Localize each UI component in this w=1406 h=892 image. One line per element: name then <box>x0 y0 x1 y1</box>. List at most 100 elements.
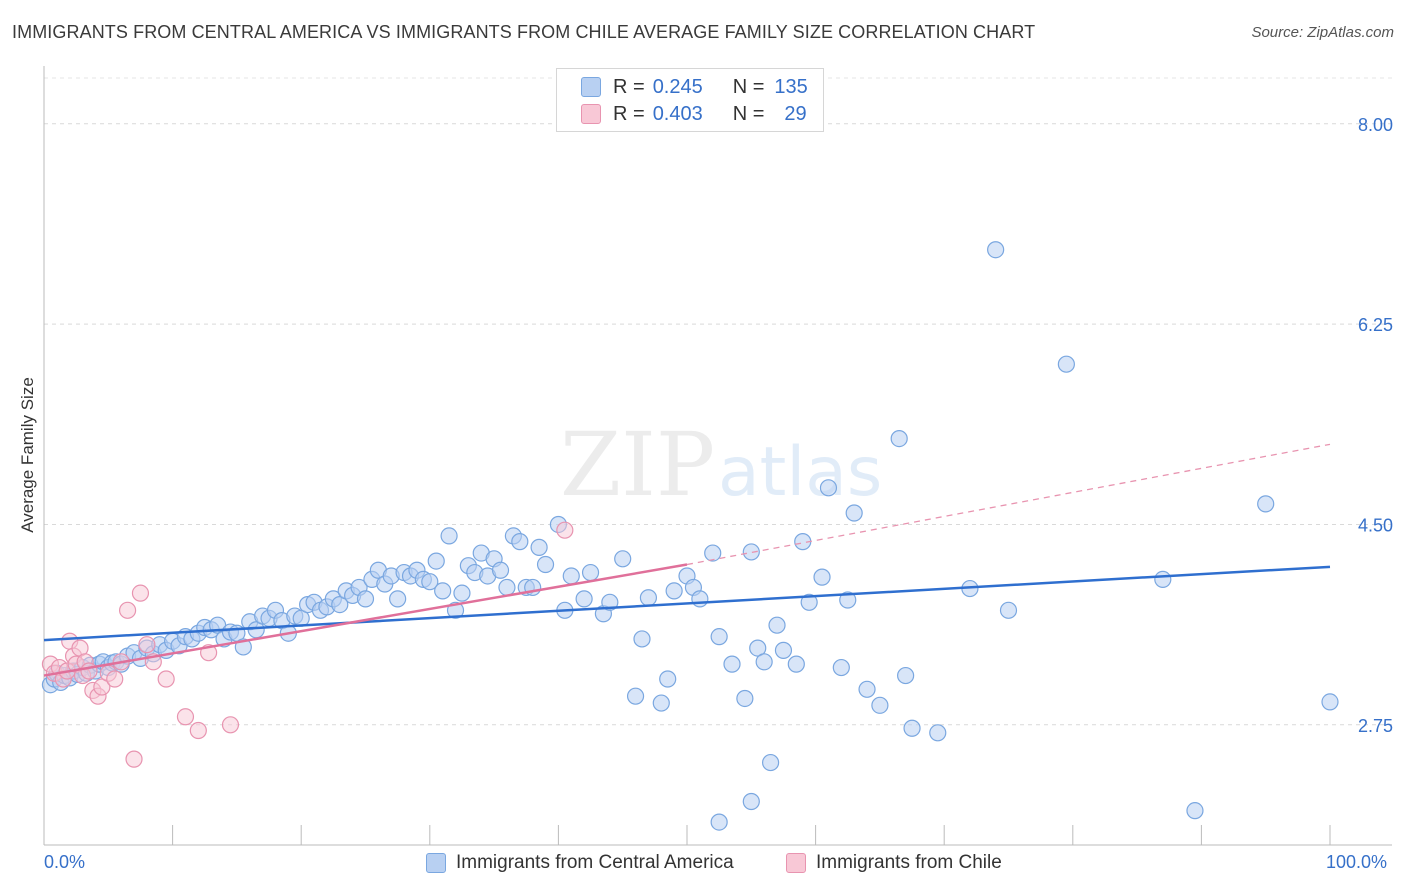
point-chile <box>176 708 195 726</box>
legend-label-central-america: Immigrants from Central America <box>456 852 734 873</box>
point-central-america <box>639 589 658 607</box>
point-central-america <box>1321 693 1339 711</box>
point-central-america <box>761 753 780 772</box>
point-central-america <box>601 593 619 611</box>
y-tick-label: 2.75 <box>1358 716 1393 736</box>
legend-n-value: 29 <box>784 102 807 125</box>
legend-swatch-blue <box>581 77 601 97</box>
legend-swatch-central-america <box>426 853 446 873</box>
point-central-america <box>659 670 677 688</box>
source-label: Source: ZipAtlas.com <box>1251 24 1394 41</box>
point-central-america <box>832 658 850 677</box>
trend-line-central-america <box>43 565 1331 642</box>
chart-title: IMMIGRANTS FROM CENTRAL AMERICA VS IMMIG… <box>12 22 1036 42</box>
point-central-america <box>903 719 921 737</box>
point-central-america <box>768 616 786 634</box>
y-tick-label: 4.50 <box>1358 515 1393 535</box>
point-central-america <box>1257 495 1275 513</box>
point-central-america <box>858 680 876 698</box>
point-central-america <box>736 689 754 708</box>
point-central-america <box>626 687 645 705</box>
point-central-america <box>710 628 728 646</box>
y-tick-labels: 2.75 4.50 6.25 8.00 <box>1358 115 1393 736</box>
point-chile <box>138 636 156 654</box>
point-central-america <box>742 792 760 811</box>
legend-item-chile: Immigrants from Chile <box>786 852 1002 874</box>
point-central-america <box>871 696 889 714</box>
watermark-atlas: atlas <box>718 433 882 512</box>
point-chile <box>106 670 124 688</box>
point-chile <box>556 521 574 539</box>
point-chile <box>80 662 98 680</box>
series-legend: Immigrants from Central America Immigran… <box>0 852 1406 878</box>
point-chile <box>93 678 111 696</box>
point-central-america <box>614 550 632 568</box>
point-central-america <box>1186 802 1204 820</box>
point-central-america <box>498 578 516 597</box>
legend-r-value: 0.245 <box>652 75 703 98</box>
point-central-america <box>652 694 670 712</box>
x-tick-label-min: 0.0% <box>44 852 86 872</box>
point-central-america <box>999 601 1018 619</box>
point-chile <box>221 716 240 734</box>
legend-swatch-chile <box>786 853 806 873</box>
point-chile <box>118 601 137 619</box>
y-tick-label: 8.00 <box>1358 115 1393 135</box>
point-chile <box>157 670 175 688</box>
point-central-america <box>755 653 773 671</box>
legend-row-central-america: R = 0.245 N = 135 <box>581 74 808 100</box>
point-central-america <box>440 527 458 545</box>
legend-label-chile: Immigrants from Chile <box>816 852 1002 873</box>
point-central-america <box>800 593 818 611</box>
point-central-america <box>356 590 375 608</box>
legend-n-label: N = <box>732 75 765 98</box>
point-central-america <box>749 639 767 657</box>
y-tick-label: 6.25 <box>1358 315 1393 335</box>
point-central-america <box>929 724 947 742</box>
point-central-america <box>742 543 760 561</box>
point-central-america <box>1154 570 1172 589</box>
legend-r-label: R = <box>613 102 645 125</box>
point-central-america <box>839 591 857 609</box>
legend-item-central-america: Immigrants from Central America <box>426 852 734 874</box>
point-central-america <box>723 655 741 673</box>
point-central-america <box>897 666 915 685</box>
point-central-america <box>890 430 908 448</box>
point-central-america <box>819 479 838 497</box>
point-central-america <box>665 582 683 600</box>
legend-n-label: N = <box>732 102 765 125</box>
trend-line-chile <box>43 563 688 677</box>
point-central-america <box>536 555 555 574</box>
point-central-america <box>987 241 1005 259</box>
point-central-america <box>427 552 445 570</box>
trend-lines <box>43 443 1331 677</box>
legend-r-value: 0.403 <box>652 102 703 125</box>
point-central-america <box>581 563 600 582</box>
point-central-america <box>704 544 722 562</box>
point-central-america <box>774 641 793 659</box>
point-central-america <box>434 582 452 600</box>
point-central-america <box>562 567 580 585</box>
point-central-america <box>453 584 471 602</box>
legend-r-label: R = <box>613 75 645 98</box>
point-central-america <box>787 655 805 673</box>
point-chile <box>131 584 150 602</box>
point-central-america <box>530 538 548 556</box>
point-central-america <box>1057 355 1075 373</box>
point-central-america <box>845 504 863 522</box>
data-points <box>41 241 1339 831</box>
point-central-america <box>691 590 709 608</box>
legend-row-chile: R = 0.403 N = 29 <box>581 101 807 127</box>
legend-swatch-pink <box>581 104 601 124</box>
point-central-america <box>575 590 593 608</box>
point-central-america <box>389 590 407 608</box>
point-central-america <box>491 561 510 579</box>
watermark-zip: ZIP <box>560 413 715 516</box>
correlation-legend: R = 0.245 N = 135 R = 0.403 N = 29 <box>556 68 824 132</box>
point-chile <box>125 750 143 768</box>
point-central-america <box>710 813 728 831</box>
legend-n-value: 135 <box>774 75 808 98</box>
point-chile <box>189 721 207 740</box>
x-tick-label-max: 100.0% <box>1326 852 1388 872</box>
